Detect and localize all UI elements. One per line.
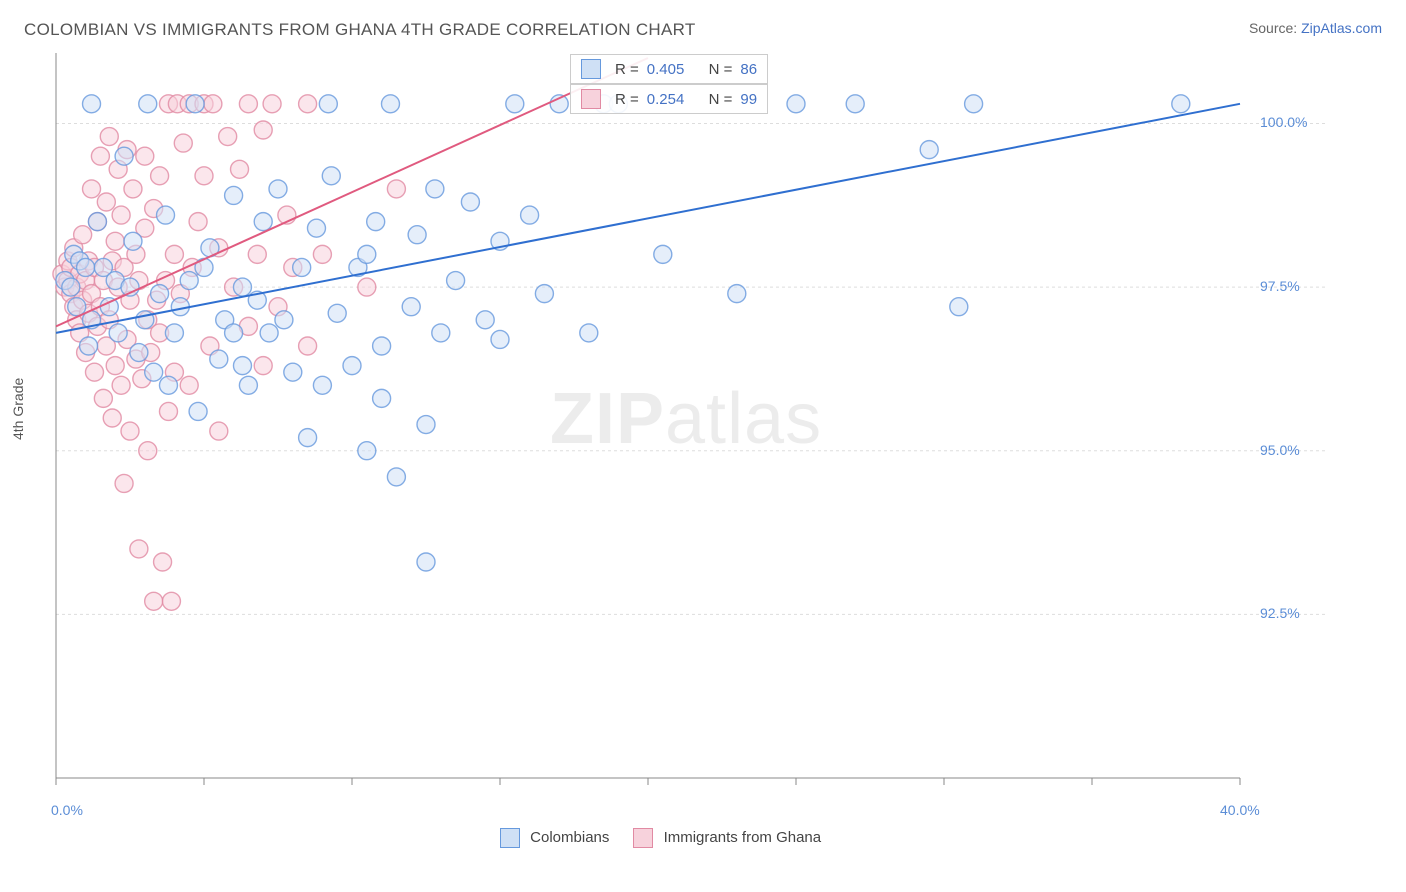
swatch-icon <box>500 828 520 848</box>
y-axis-label: 4th Grade <box>10 378 26 440</box>
y-tick-label: 92.5% <box>1260 605 1300 621</box>
chart-area: R = 0.405 N = 86 R = 0.254 N = 99 ZIPatl… <box>50 48 1386 813</box>
stats-box-ghana: R = 0.254 N = 99 <box>570 84 768 114</box>
y-tick-label: 95.0% <box>1260 442 1300 458</box>
chart-title: COLOMBIAN VS IMMIGRANTS FROM GHANA 4TH G… <box>24 20 696 40</box>
swatch-icon <box>633 828 653 848</box>
source-link[interactable]: ZipAtlas.com <box>1301 20 1382 36</box>
stats-box-colombians: R = 0.405 N = 86 <box>570 54 768 84</box>
y-tick-label: 100.0% <box>1260 114 1307 130</box>
swatch-icon <box>581 89 601 109</box>
x-tick-label: 40.0% <box>1220 802 1260 818</box>
legend-item-colombians: Colombians <box>500 828 609 848</box>
scatter-chart <box>50 48 1330 808</box>
legend-item-ghana: Immigrants from Ghana <box>633 828 821 848</box>
swatch-icon <box>581 59 601 79</box>
x-tick-label: 0.0% <box>51 802 83 818</box>
legend: Colombians Immigrants from Ghana <box>500 828 821 848</box>
source-label: Source: ZipAtlas.com <box>1249 20 1382 36</box>
y-tick-label: 97.5% <box>1260 278 1300 294</box>
